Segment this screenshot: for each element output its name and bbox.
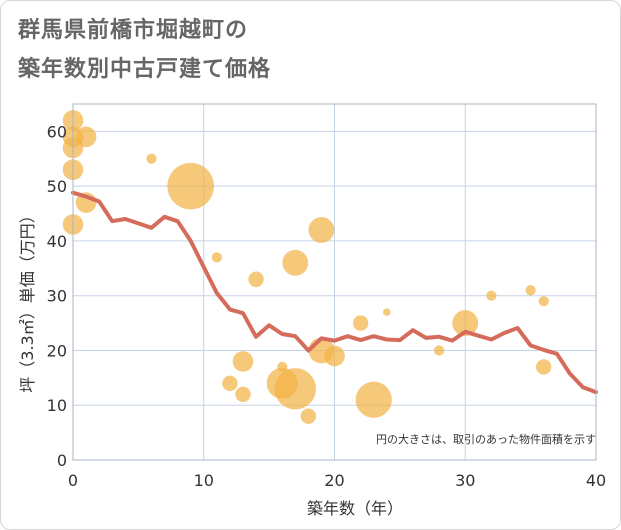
y-axis-label: 坪（3.3㎡）単価（万円） <box>18 207 37 392</box>
data-bubble <box>538 296 549 307</box>
x-axis-ticks: 0 10 20 30 40 <box>68 471 606 490</box>
data-bubble <box>300 408 317 424</box>
data-bubble <box>232 351 254 372</box>
x-tick-label: 20 <box>324 471 344 490</box>
y-tick-label: 10 <box>47 396 67 415</box>
y-tick-label: 40 <box>47 232 67 251</box>
x-tick-label: 30 <box>455 471 475 490</box>
data-bubble <box>383 308 391 316</box>
data-bubble <box>167 162 214 210</box>
x-tick-label: 0 <box>68 471 78 490</box>
x-tick-label: 40 <box>586 471 606 490</box>
data-bubble <box>75 126 97 148</box>
data-bubble <box>282 249 309 276</box>
data-bubble <box>222 375 238 392</box>
data-bubble <box>536 359 552 375</box>
y-tick-label: 20 <box>47 341 67 360</box>
data-bubble <box>452 310 479 336</box>
size-legend-note: 円の大きさは、取引のあった物件面積を示す <box>376 432 596 446</box>
average-price-line <box>71 190 598 395</box>
data-bubble <box>352 315 369 331</box>
data-bubble <box>324 345 345 367</box>
data-bubble <box>235 386 251 402</box>
y-tick-label: 60 <box>47 122 67 141</box>
data-bubble <box>308 217 335 243</box>
data-bubble <box>146 153 157 164</box>
y-tick-label: 0 <box>57 451 67 470</box>
chart-title-line-1: 群馬県前橋市堀越町の <box>18 18 249 43</box>
x-tick-label: 10 <box>194 471 214 490</box>
data-bubble <box>211 252 222 263</box>
y-tick-label: 30 <box>47 287 67 306</box>
data-bubble <box>355 381 392 418</box>
data-bubble <box>525 285 536 296</box>
y-tick-label: 50 <box>47 177 67 196</box>
data-bubble <box>274 368 316 410</box>
x-axis-label: 築年数（年） <box>307 499 403 518</box>
y-axis-ticks: 0 10 20 30 40 50 60 <box>47 122 67 470</box>
data-bubble <box>486 290 497 301</box>
chart-title-line-2: 築年数別中古戸建て価格 <box>18 57 272 82</box>
plot-border <box>72 103 597 461</box>
data-bubble <box>434 345 445 356</box>
data-bubble <box>248 271 264 287</box>
